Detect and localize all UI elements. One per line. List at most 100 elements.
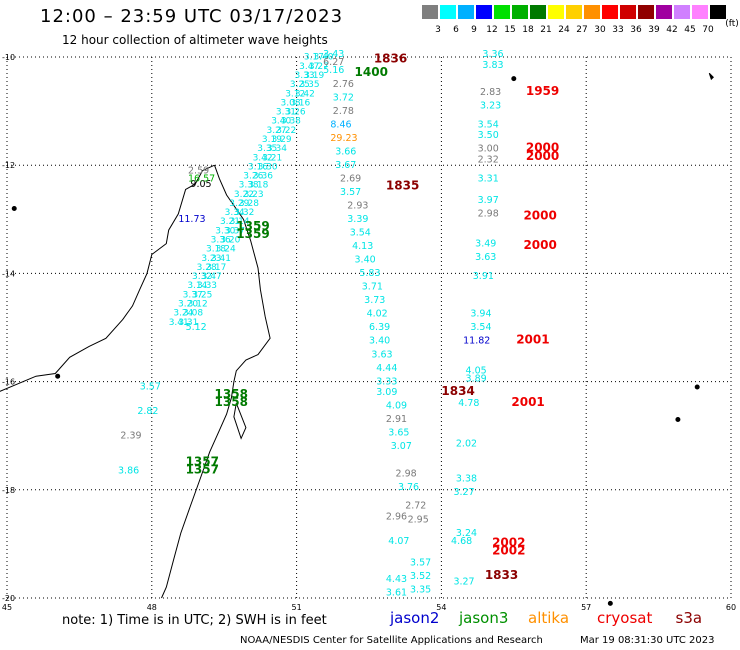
swh-value: 3.83: [482, 60, 503, 71]
swh-value: 3.37: [183, 290, 203, 300]
legend-label: 24: [558, 25, 570, 35]
swh-value: 3.19: [304, 71, 324, 81]
swh-value: 3.17: [206, 263, 226, 273]
credit-text: NOAA/NESDIS Center for Satellite Applica…: [240, 635, 543, 646]
swh-value: 3.54: [478, 119, 499, 130]
swh-value: 3.97: [478, 195, 499, 206]
swh-value: 3.37: [225, 226, 245, 236]
swh-value: 3.57: [140, 382, 161, 393]
swh-value: 3.31: [178, 318, 198, 328]
swh-value: 3.73: [364, 295, 385, 306]
swh-value: 3.30: [258, 162, 278, 172]
pass-time-label: 1833: [485, 568, 518, 582]
swh-value: 3.40: [369, 336, 390, 347]
legend-swatch: [710, 5, 726, 19]
lat-lon-grid: [6, 56, 732, 599]
swh-value: 2.82: [137, 406, 158, 417]
madagascar-west-coast: [0, 164, 215, 392]
swh-value: 2.72: [405, 501, 426, 512]
legend-label: 42: [666, 25, 678, 35]
legend-swatch: [638, 5, 654, 19]
swh-value: 3.32: [192, 272, 212, 282]
lon-tick-label: 57: [581, 603, 591, 612]
pass-time-label: 1359: [236, 219, 269, 233]
swh-value: 3.23: [480, 100, 501, 111]
legend-label: 3: [435, 25, 441, 35]
swh-value: 3.67: [335, 160, 356, 171]
swh-value: 3.38: [281, 117, 301, 127]
swh-value: 3.76: [398, 482, 419, 493]
swh-value: 3.12: [188, 300, 208, 310]
legend-label: 6: [453, 25, 459, 35]
swh-value: 3.17: [304, 53, 324, 63]
swh-value: 3.23: [201, 254, 221, 264]
swh-value: 3.33: [197, 281, 217, 291]
lat-tick-label: -12: [2, 161, 15, 170]
swh-value: 3.36: [253, 172, 273, 182]
swh-value: 2.98: [396, 468, 417, 479]
swh-value: 3.57: [340, 187, 361, 198]
island: [511, 76, 517, 82]
dense-altimeter-track: 3.173.473.333.253.123.083.313.403.273.19…: [169, 53, 334, 328]
pass-time-label: 2000: [526, 149, 559, 163]
pass-time-label: 1357: [186, 463, 219, 477]
swh-value: 3.20: [178, 300, 198, 310]
swh-value: 3.08: [281, 98, 301, 108]
swh-value: 3.66: [335, 146, 356, 157]
swh-value: 2.02: [456, 439, 477, 450]
swh-value: 3.63: [371, 349, 392, 360]
swh-value: 3.34: [225, 208, 245, 218]
swh-value: 3.24: [456, 528, 477, 539]
swh-value: 3.34: [267, 144, 287, 154]
footnote: note: 1) Time is in UTC; 2) SWH is in fe…: [62, 613, 327, 628]
lat-tick-label: -18: [2, 486, 15, 495]
lon-tick-label: 60: [726, 603, 736, 612]
swh-labels: 3.436.275.16 2.76 3.72 2.78 8.46 29.23 3.66 3.6…: [118, 49, 504, 598]
swh-value: 3.47: [299, 62, 319, 72]
pass-time-label: 1834: [441, 384, 474, 398]
satellite-s3a: s3a: [675, 609, 703, 627]
swh-value: 3.71: [362, 282, 383, 293]
legend-label: 33: [612, 25, 624, 35]
swh-value: 3.47: [202, 272, 222, 282]
swh-value: 3.14: [187, 281, 207, 291]
swh-value: 3.41: [211, 254, 231, 264]
swh-value: 3.23: [244, 190, 264, 200]
swh-value: 3.19: [262, 135, 282, 145]
swh-value: 3.22: [234, 190, 254, 200]
legend-swatch: [512, 5, 528, 19]
swh-value: 4.13: [352, 241, 373, 252]
map-title: 12:00 – 23:59 UTC 03/17/2023: [40, 6, 344, 27]
swh-value: 3.38: [456, 474, 477, 485]
timestamp-text: Mar 19 08:31:30 UTC 2023: [580, 635, 715, 646]
swh-value: 4.78: [458, 398, 479, 409]
swh-value: 3.39: [347, 214, 368, 225]
lon-tick-label: 48: [147, 603, 157, 612]
pass-time-label: 2002: [492, 544, 525, 558]
swh-value: 3.33: [295, 71, 315, 81]
swh-value: 3.07: [391, 441, 412, 452]
time-labels: 1836140019592000200018352000135913592000…: [186, 51, 560, 582]
swh-value: 3.16: [248, 162, 268, 172]
island: [607, 600, 613, 606]
satellite-cryosat: cryosat: [597, 609, 653, 627]
swh-value: 4.43: [386, 574, 407, 585]
swh-value: 3.42: [253, 153, 273, 163]
legend-swatch: [422, 5, 438, 19]
swh-value: 2.95: [408, 514, 429, 525]
swh-value: 4.44: [376, 363, 397, 374]
island-rock: [708, 72, 714, 81]
swh-value: 3.63: [475, 252, 496, 263]
pass-time-label: 2001: [516, 333, 549, 347]
swh-value: 3.31: [478, 173, 499, 184]
swh-value: 5.16: [323, 65, 344, 76]
swh-value: 3.42: [295, 89, 315, 99]
lon-tick-label: 51: [292, 603, 302, 612]
swh-value: 3.14: [230, 217, 250, 227]
satellite-jason2: jason2: [390, 609, 440, 627]
swh-value: 3.54: [470, 322, 491, 333]
swh-value: 3.32: [234, 208, 254, 218]
swh-value: 9.05: [190, 179, 211, 190]
legend-label: 39: [648, 25, 660, 35]
